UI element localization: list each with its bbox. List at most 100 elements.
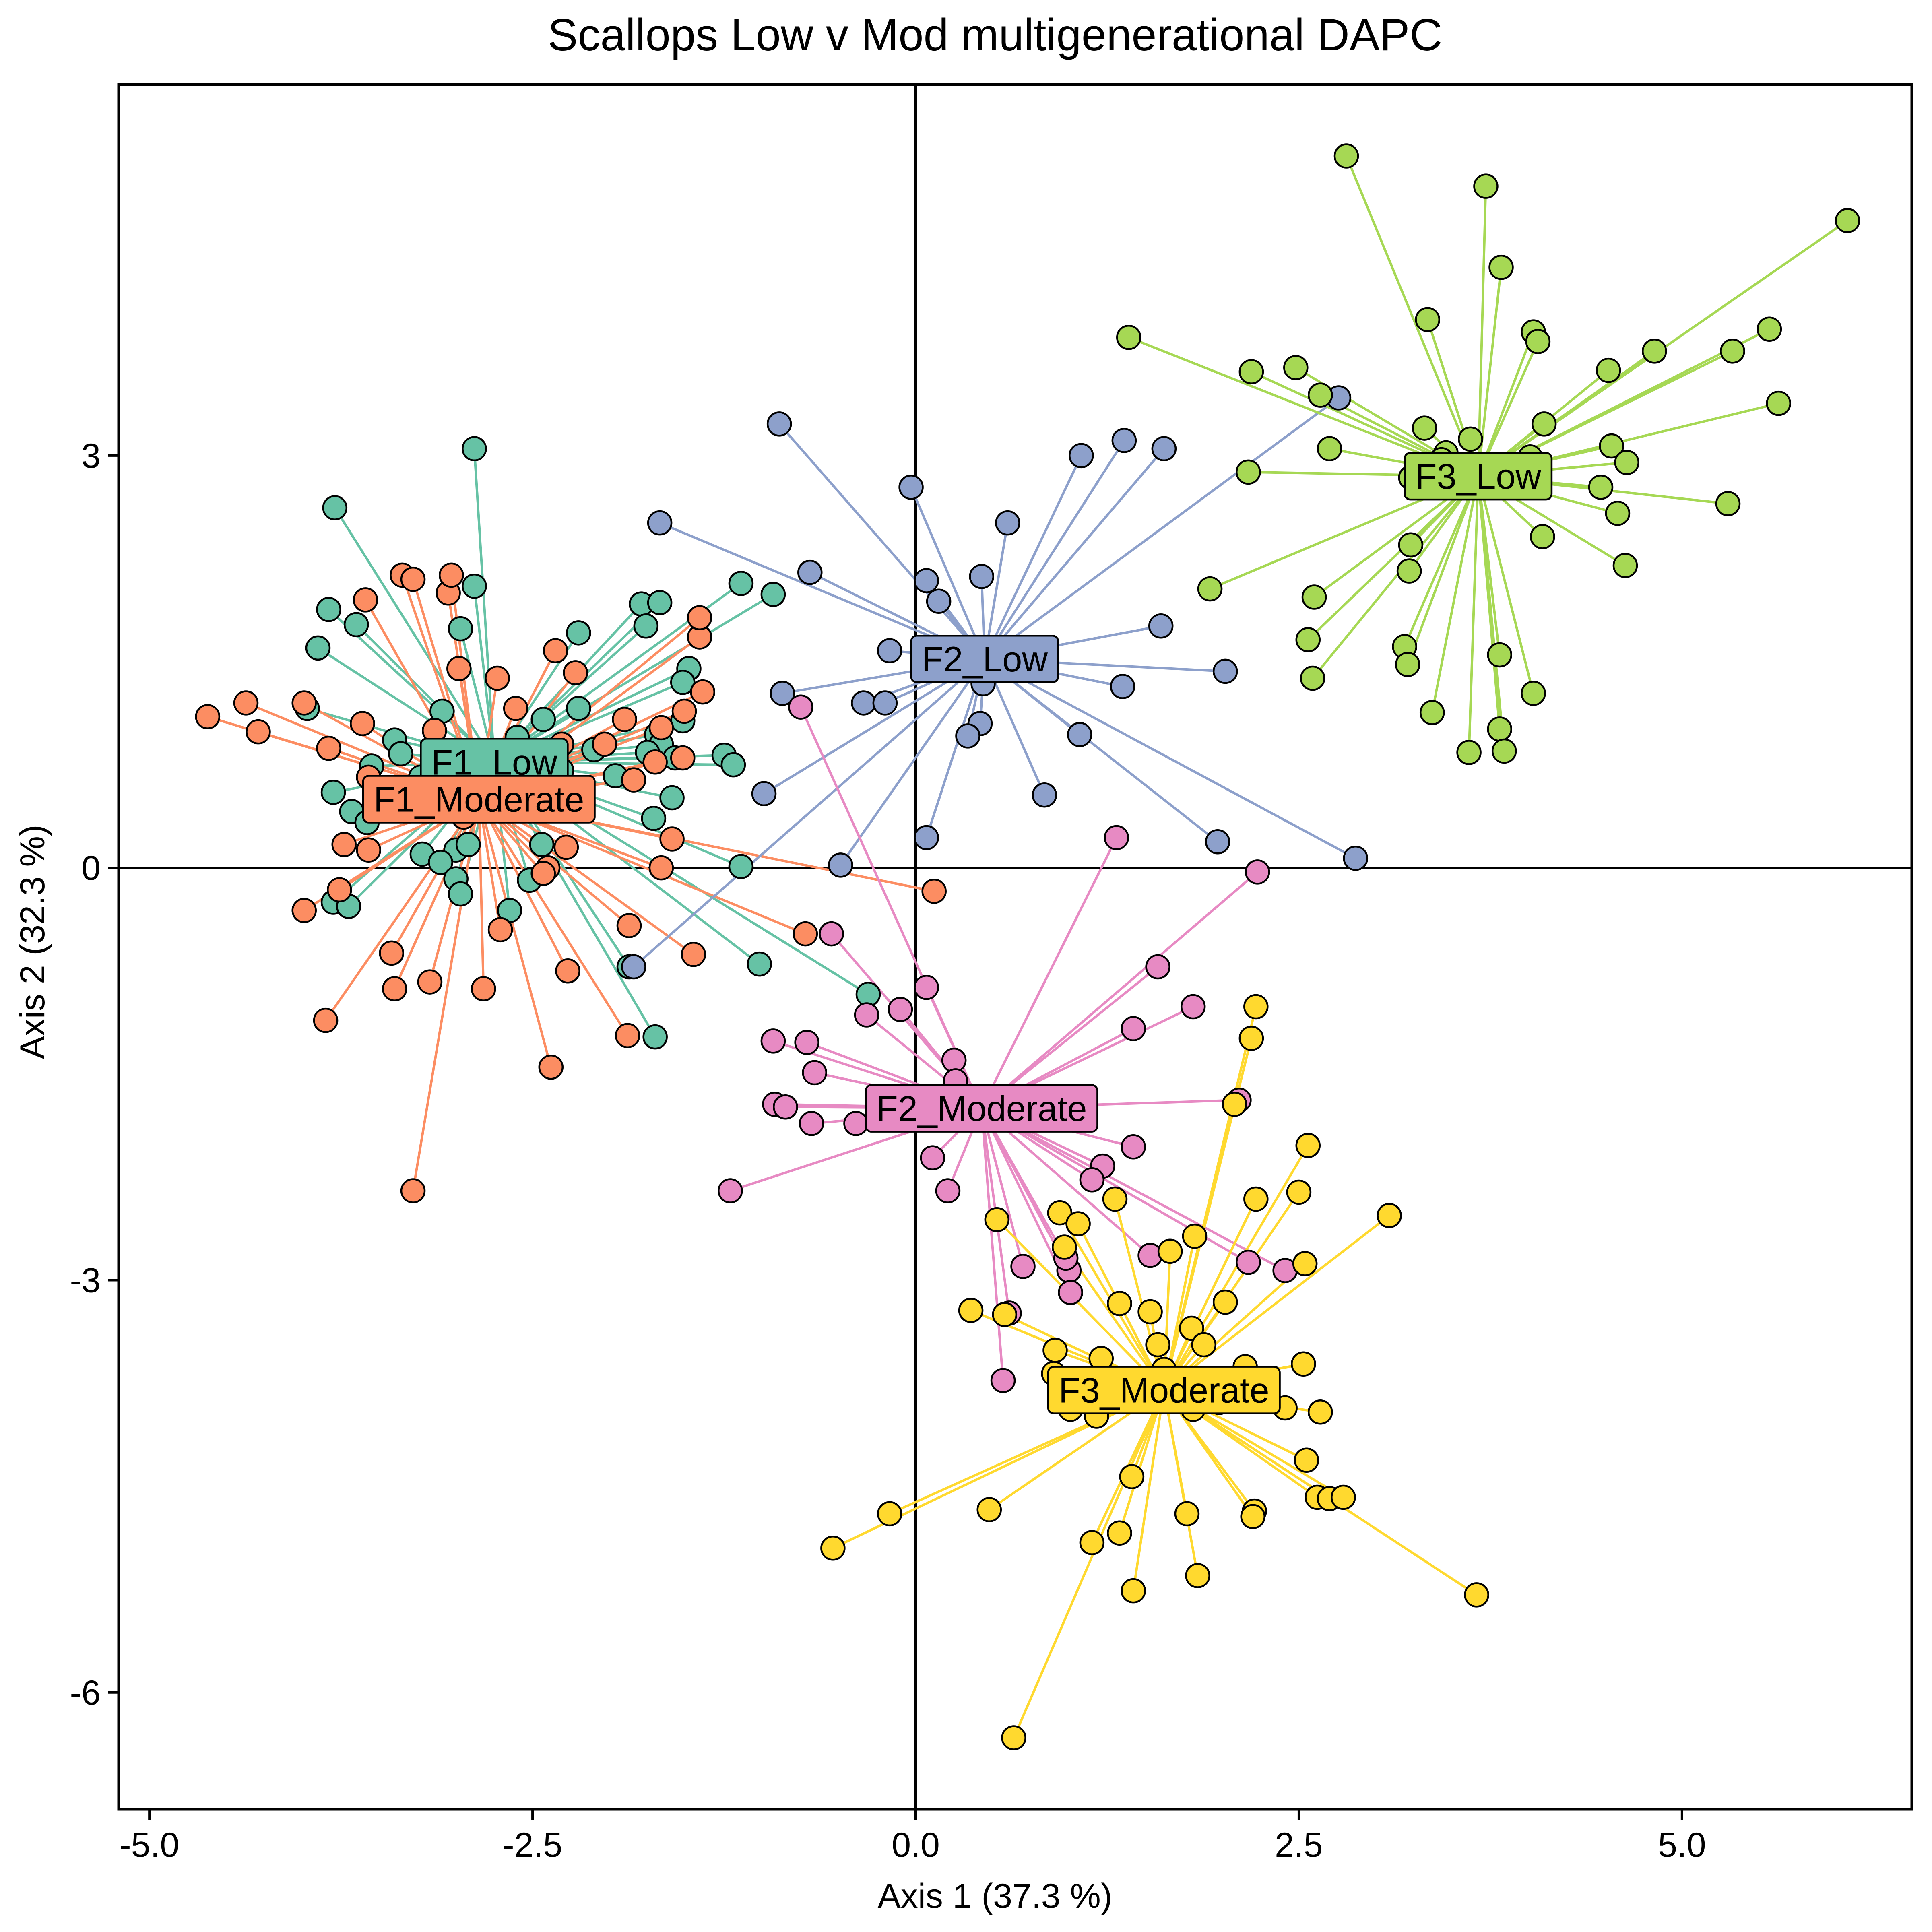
data-point	[350, 711, 375, 736]
spoke-line	[477, 799, 485, 989]
data-point	[1157, 1238, 1183, 1264]
data-point	[1530, 524, 1555, 549]
data-point	[1456, 740, 1482, 765]
data-point	[773, 1094, 798, 1120]
data-point	[1121, 1134, 1146, 1160]
data-point	[448, 616, 473, 642]
data-point	[760, 1028, 786, 1054]
data-point	[1065, 1211, 1091, 1236]
data-point	[543, 638, 568, 663]
spoke-line	[980, 1108, 1005, 1381]
data-point	[1151, 436, 1177, 462]
plot-area: F1_LowF1_ModerateF2_LowF2_ModerateF3_Low…	[70, 83, 1913, 1864]
centroid-label-F1_Moderate: F1_Moderate	[362, 775, 596, 824]
data-point	[1238, 1026, 1264, 1051]
data-point	[553, 834, 579, 860]
data-point	[766, 411, 792, 437]
centroid-label-text: F3_Moderate	[1059, 1371, 1269, 1410]
spoke-line	[983, 440, 1125, 660]
data-point	[992, 1302, 1018, 1327]
data-point	[353, 587, 378, 613]
data-point	[1343, 846, 1368, 871]
data-point	[914, 974, 939, 1000]
data-point	[343, 612, 369, 638]
data-point	[728, 571, 754, 596]
data-point	[659, 826, 685, 852]
data-point	[530, 861, 556, 886]
data-point	[1419, 700, 1445, 725]
data-point	[462, 436, 487, 462]
data-point	[566, 620, 591, 646]
data-point	[1145, 954, 1170, 980]
data-point	[799, 1110, 824, 1136]
data-point	[647, 510, 673, 536]
spoke-line	[984, 397, 1340, 660]
data-point	[233, 690, 259, 716]
data-point	[788, 694, 813, 720]
data-point	[1614, 450, 1640, 475]
spoke-line	[473, 448, 495, 762]
data-point	[872, 690, 898, 716]
data-point	[794, 1030, 819, 1055]
data-point	[1415, 307, 1441, 332]
data-point	[331, 832, 357, 857]
data-point	[291, 690, 317, 716]
data-point	[1058, 1280, 1083, 1305]
data-point	[1110, 674, 1135, 699]
centroid-label-box	[910, 634, 1059, 683]
spoke-line	[980, 871, 1259, 1109]
spoke-line	[984, 658, 1356, 859]
data-point	[195, 704, 221, 729]
data-point	[843, 1110, 869, 1136]
data-point	[670, 745, 696, 771]
data-point	[1766, 390, 1791, 416]
data-point	[1042, 1338, 1068, 1363]
data-point	[819, 921, 844, 947]
data-point	[1612, 553, 1638, 578]
data-point	[529, 832, 555, 857]
data-point	[1185, 1563, 1210, 1588]
centroid-label-box	[1404, 452, 1553, 501]
data-point	[1521, 681, 1546, 706]
data-point	[428, 850, 453, 875]
centroid-label-box	[1047, 1366, 1281, 1414]
spoke-line	[478, 798, 694, 956]
data-point	[322, 495, 348, 520]
points-F2_Moderate	[718, 694, 1298, 1393]
data-point	[793, 921, 818, 947]
data-point	[976, 1497, 1002, 1522]
centroid-label-text: F2_Moderate	[876, 1089, 1087, 1129]
data-point	[1283, 355, 1309, 380]
data-point	[1047, 1200, 1073, 1226]
spoke-line	[393, 799, 480, 989]
data-point	[1079, 1167, 1105, 1193]
data-point	[439, 562, 464, 588]
data-point	[1525, 329, 1551, 354]
data-point	[1104, 825, 1129, 850]
data-point	[1720, 339, 1745, 364]
data-point	[728, 854, 754, 879]
y-tick-label: -3	[70, 1261, 101, 1300]
data-point	[621, 767, 646, 793]
spoke-line	[1345, 155, 1480, 477]
data-point	[1243, 1186, 1269, 1212]
data-point	[448, 881, 473, 907]
spoke-line	[839, 658, 986, 866]
data-point	[1307, 382, 1333, 408]
centroid-label-F2_Low: F2_Low	[910, 634, 1059, 683]
plot-frame	[117, 83, 1913, 1811]
data-point	[770, 681, 795, 706]
spoke-line	[1311, 475, 1479, 679]
data-point	[1240, 1504, 1265, 1529]
data-point	[687, 605, 712, 631]
data-point	[485, 665, 510, 691]
data-point	[1102, 1186, 1128, 1212]
data-point	[615, 1023, 640, 1048]
data-point	[797, 559, 823, 585]
data-point	[1174, 1501, 1200, 1527]
data-point	[1137, 1299, 1163, 1325]
data-point	[1182, 1223, 1208, 1249]
data-point	[995, 510, 1020, 536]
